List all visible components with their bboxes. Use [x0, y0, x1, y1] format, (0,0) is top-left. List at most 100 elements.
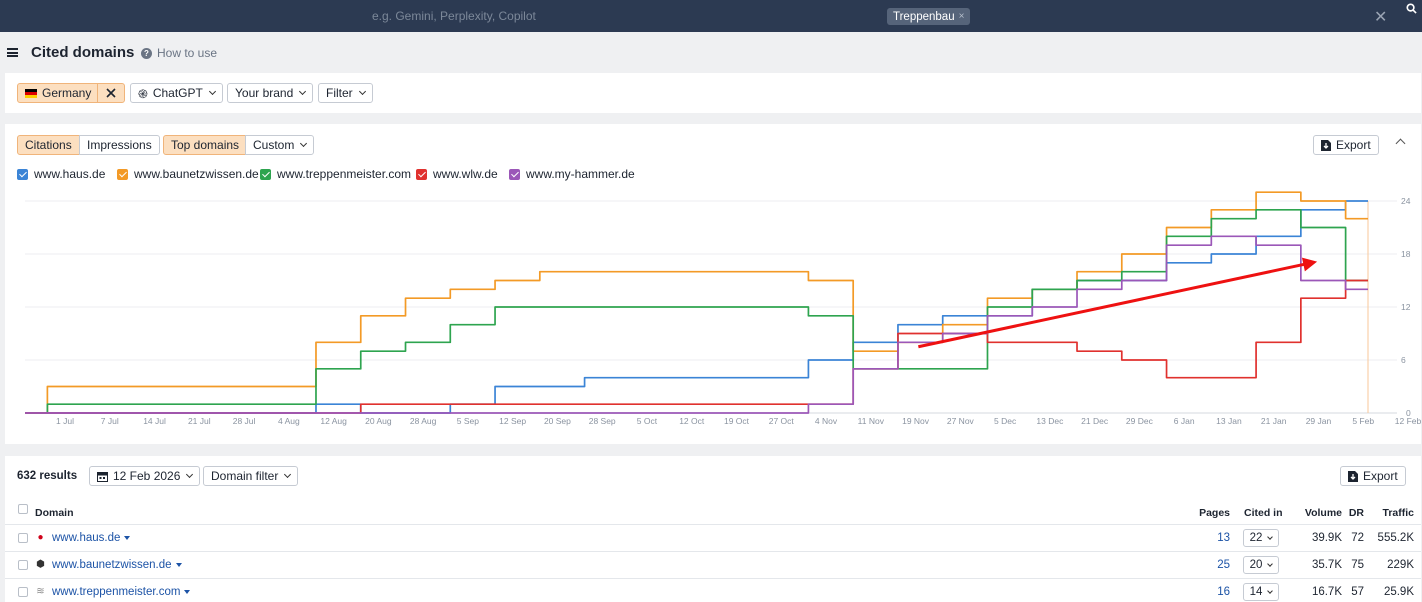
domain-filter-dropdown[interactable]: Domain filter	[203, 466, 299, 486]
traffic-value: 25.9K	[1383, 586, 1414, 598]
series-line	[25, 235, 1368, 414]
row-checkbox[interactable]	[18, 587, 28, 597]
x-tick-label: 12 Feb	[1394, 416, 1422, 426]
x-tick-label: 21 Jan	[1260, 416, 1287, 426]
domain-label: www.baunetzwissen.de	[52, 559, 172, 571]
legend-checkbox[interactable]	[416, 168, 427, 180]
x-tick-label: 12 Sep	[499, 416, 527, 426]
legend-item[interactable]: www.haus.de	[17, 167, 105, 181]
collapse-chevron-icon[interactable]	[1395, 138, 1406, 149]
col-dr[interactable]: DR	[1348, 507, 1364, 519]
tab-citations[interactable]: Citations	[17, 135, 80, 155]
row-checkbox[interactable]	[18, 533, 28, 543]
col-traffic[interactable]: Traffic	[1382, 507, 1414, 519]
domain-link[interactable]: www.baunetzwissen.de	[52, 559, 182, 571]
volume-value: 35.7K	[1311, 559, 1342, 571]
ai-prompt-input[interactable]: e.g. Gemini, Perplexity, Copilot	[372, 0, 872, 32]
favicon-icon: ≋	[36, 586, 45, 597]
y-tick-label: 24	[1401, 196, 1411, 206]
legend-checkbox[interactable]	[260, 168, 271, 180]
annotation-arrowhead	[1301, 257, 1318, 272]
custom-dropdown[interactable]: Custom	[245, 135, 315, 155]
col-domain[interactable]: Domain	[35, 507, 74, 519]
col-volume[interactable]: Volume	[1304, 507, 1342, 519]
country-filter[interactable]: Germany	[17, 83, 101, 103]
y-tick-label: 12	[1401, 302, 1411, 312]
x-tick-label: 5 Feb	[1352, 416, 1375, 426]
chatgpt-icon: ֎	[138, 86, 148, 101]
caret-down-icon[interactable]	[124, 535, 131, 540]
ai-platform-dropdown[interactable]: ֎ ChatGPT	[130, 83, 223, 103]
x-tick-label: 7 Jul	[100, 416, 119, 426]
date-picker[interactable]: 12 Feb 2026	[89, 466, 201, 486]
legend-label: www.baunetzwissen.de	[134, 167, 259, 181]
cited-in-value: 14	[1249, 586, 1263, 598]
x-tick-label: 1 Jul	[56, 416, 74, 426]
legend-item[interactable]: www.wlw.de	[416, 167, 498, 181]
cited-in-value: 20	[1249, 559, 1263, 571]
filter-bar: Germany ֎ ChatGPT Your brand Filter	[5, 73, 1421, 113]
filter-dropdown[interactable]: Filter	[318, 83, 373, 103]
brand-dropdown[interactable]: Your brand	[227, 83, 314, 103]
y-tick-label: 6	[1401, 355, 1406, 365]
caret-down-icon[interactable]	[175, 562, 182, 567]
export-icon	[1348, 470, 1358, 482]
tab-impressions-label: Impressions	[87, 138, 152, 152]
x-tick-label: 21 Jul	[187, 416, 211, 426]
tab-impressions[interactable]: Impressions	[79, 135, 160, 155]
legend-item[interactable]: www.my-hammer.de	[509, 167, 635, 181]
tab-citations-label: Citations	[25, 138, 72, 152]
cited-in-dropdown[interactable]: 20	[1243, 556, 1279, 574]
domain-link[interactable]: www.treppenmeister.com	[52, 586, 191, 598]
x-tick-label: 29 Dec	[1125, 416, 1153, 426]
x-tick-label: 29 Jan	[1305, 416, 1332, 426]
x-tick-label: 21 Dec	[1081, 416, 1109, 426]
legend-checkbox[interactable]	[117, 168, 128, 180]
domain-link[interactable]: www.haus.de	[52, 532, 131, 544]
pages-link[interactable]: 16	[1217, 586, 1230, 598]
legend-label: www.treppenmeister.com	[277, 167, 412, 181]
brand-label: Your brand	[235, 86, 294, 100]
x-tick-label: 27 Oct	[768, 416, 794, 426]
series-line	[25, 208, 1368, 414]
volume-value: 39.9K	[1311, 532, 1342, 544]
series-line	[25, 279, 1368, 414]
col-pages[interactable]: Pages	[1199, 507, 1230, 519]
search-button[interactable]	[1401, 0, 1422, 32]
select-all-checkbox[interactable]	[18, 504, 28, 514]
how-to-use-link[interactable]: ? How to use	[141, 46, 217, 60]
legend-item[interactable]: www.baunetzwissen.de	[117, 167, 259, 181]
pages-link[interactable]: 25	[1217, 559, 1230, 571]
col-cited-in[interactable]: Cited in	[1244, 507, 1283, 519]
table-export-button[interactable]: Export	[1340, 466, 1406, 486]
legend-checkbox[interactable]	[509, 168, 520, 180]
pages-link[interactable]: 13	[1217, 532, 1230, 544]
chevron-down-icon	[186, 470, 194, 479]
cited-in-dropdown[interactable]: 22	[1243, 529, 1279, 547]
cited-in-dropdown[interactable]: 14	[1243, 583, 1279, 601]
keyword-tag-label: Treppenbau	[893, 10, 955, 23]
legend-item[interactable]: www.treppenmeister.com	[260, 167, 411, 181]
caret-down-icon[interactable]	[184, 589, 191, 594]
chevron-down-icon	[208, 87, 216, 96]
dr-value: 75	[1351, 559, 1364, 571]
menu-icon[interactable]	[7, 48, 18, 57]
keyword-tag-remove-icon[interactable]: ×	[958, 11, 965, 22]
legend-checkbox[interactable]	[17, 168, 28, 180]
x-tick-label: 19 Oct	[723, 416, 750, 426]
ai-prompt-placeholder: e.g. Gemini, Perplexity, Copilot	[372, 9, 536, 23]
x-tick-label: 12 Oct	[679, 416, 705, 426]
x-tick-label: 11 Nov	[857, 416, 884, 426]
x-tick-label: 12 Aug	[320, 416, 347, 426]
country-label: Germany	[42, 86, 92, 100]
chart-export-label: Export	[1336, 138, 1371, 152]
clear-search-icon[interactable]: ✕	[1374, 9, 1388, 26]
x-tick-label: 20 Sep	[543, 416, 571, 426]
clear-country-button[interactable]	[97, 83, 125, 103]
chevron-down-icon	[1267, 587, 1274, 594]
keyword-tag[interactable]: Treppenbau ×	[887, 8, 971, 25]
chart-export-button[interactable]: Export	[1313, 135, 1379, 155]
x-tick-label: 13 Dec	[1036, 416, 1064, 426]
row-checkbox[interactable]	[18, 560, 28, 570]
tab-top-domains[interactable]: Top domains	[163, 135, 248, 155]
